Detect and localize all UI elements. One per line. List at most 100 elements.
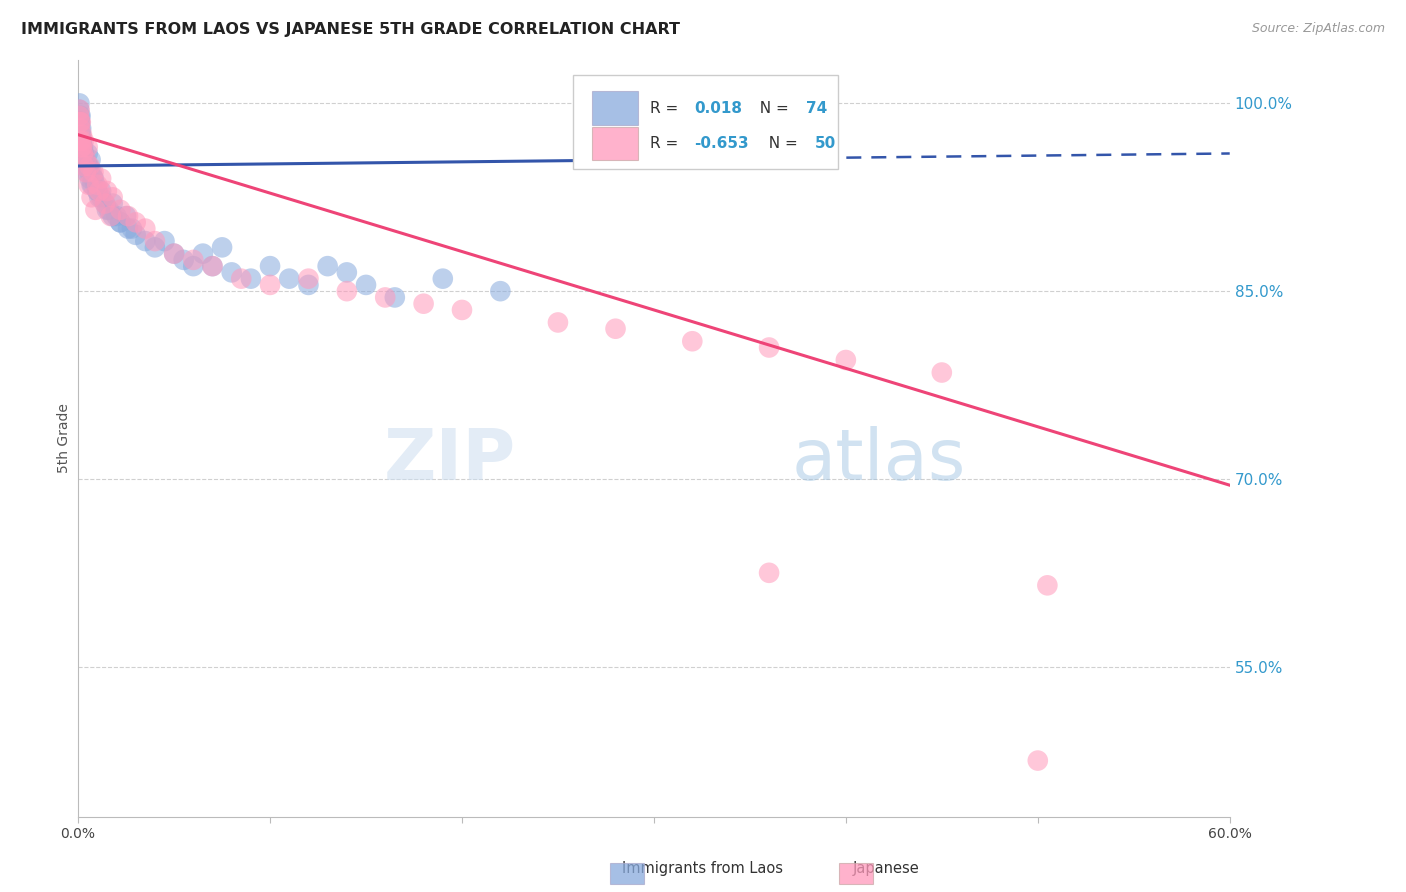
Point <box>432 271 454 285</box>
Text: 0.018: 0.018 <box>695 101 742 116</box>
Point <box>101 190 124 204</box>
Point <box>72 159 94 173</box>
Point <box>163 246 186 260</box>
Point <box>451 302 474 317</box>
Point <box>70 134 93 148</box>
Point <box>297 271 319 285</box>
Point <box>82 171 104 186</box>
Point <box>73 159 96 173</box>
Point <box>143 234 166 248</box>
Point <box>354 277 377 292</box>
Point <box>67 103 90 117</box>
Point <box>90 184 112 198</box>
Point <box>79 165 101 179</box>
Point <box>84 202 107 217</box>
Point <box>316 259 339 273</box>
Point <box>79 153 101 167</box>
Point <box>69 115 91 129</box>
Point <box>76 165 98 179</box>
Point <box>96 184 118 198</box>
Point <box>86 184 108 198</box>
Text: atlas: atlas <box>792 426 966 495</box>
Point <box>100 209 122 223</box>
Point <box>278 271 301 285</box>
Point <box>79 159 101 173</box>
Text: 50: 50 <box>815 136 837 151</box>
Point <box>72 146 94 161</box>
Point <box>117 209 139 223</box>
Point <box>221 265 243 279</box>
Point <box>758 341 780 355</box>
Y-axis label: 5th Grade: 5th Grade <box>58 403 72 473</box>
Point <box>69 103 91 117</box>
Point <box>201 259 224 273</box>
Point <box>73 134 96 148</box>
Point <box>117 221 139 235</box>
Point <box>75 153 97 167</box>
Point <box>835 353 858 368</box>
Point <box>125 215 148 229</box>
Point <box>211 240 233 254</box>
Point <box>77 178 100 192</box>
Point <box>758 566 780 580</box>
Point <box>82 178 104 192</box>
Point <box>75 153 97 167</box>
Point <box>70 146 93 161</box>
Text: Immigrants from Laos: Immigrants from Laos <box>623 861 783 876</box>
Point <box>231 271 253 285</box>
Point <box>181 252 204 267</box>
Point <box>489 284 512 298</box>
Point <box>69 115 91 129</box>
Point <box>69 128 91 142</box>
Point <box>70 128 93 142</box>
FancyBboxPatch shape <box>592 127 638 161</box>
Point <box>110 215 132 229</box>
Point <box>69 109 91 123</box>
Point <box>1026 754 1049 768</box>
Point <box>69 121 91 136</box>
Point <box>134 221 156 235</box>
Point <box>1036 578 1059 592</box>
Point <box>82 165 104 179</box>
Point <box>84 178 107 192</box>
Point <box>181 259 204 273</box>
Text: IMMIGRANTS FROM LAOS VS JAPANESE 5TH GRADE CORRELATION CHART: IMMIGRANTS FROM LAOS VS JAPANESE 5TH GRA… <box>21 22 681 37</box>
Point <box>143 240 166 254</box>
Point <box>191 246 214 260</box>
Point <box>297 277 319 292</box>
FancyBboxPatch shape <box>592 91 638 125</box>
Point <box>73 146 96 161</box>
Text: R =: R = <box>651 136 683 151</box>
Text: Source: ZipAtlas.com: Source: ZipAtlas.com <box>1251 22 1385 36</box>
Point <box>115 209 138 223</box>
Point <box>70 121 93 136</box>
Point <box>86 184 108 198</box>
Point <box>69 115 91 129</box>
Point <box>82 171 104 186</box>
Point <box>110 215 132 229</box>
Point <box>105 209 128 223</box>
Point <box>80 165 103 179</box>
Point <box>73 146 96 161</box>
Point <box>89 184 111 198</box>
Point <box>336 265 359 279</box>
Point <box>101 209 124 223</box>
Point <box>70 128 93 142</box>
Point <box>931 366 953 380</box>
Point <box>96 202 118 217</box>
FancyBboxPatch shape <box>574 75 838 169</box>
Point <box>75 159 97 173</box>
Point <box>101 196 124 211</box>
Text: ZIP: ZIP <box>384 426 516 495</box>
Point <box>80 178 103 192</box>
Point <box>94 196 117 211</box>
Text: R =: R = <box>651 101 683 116</box>
Text: N =: N = <box>749 101 793 116</box>
Point <box>90 171 112 186</box>
Point <box>259 277 281 292</box>
Point <box>90 190 112 204</box>
Point <box>374 290 396 304</box>
Point <box>69 109 91 123</box>
Point <box>173 252 195 267</box>
Point <box>76 159 98 173</box>
